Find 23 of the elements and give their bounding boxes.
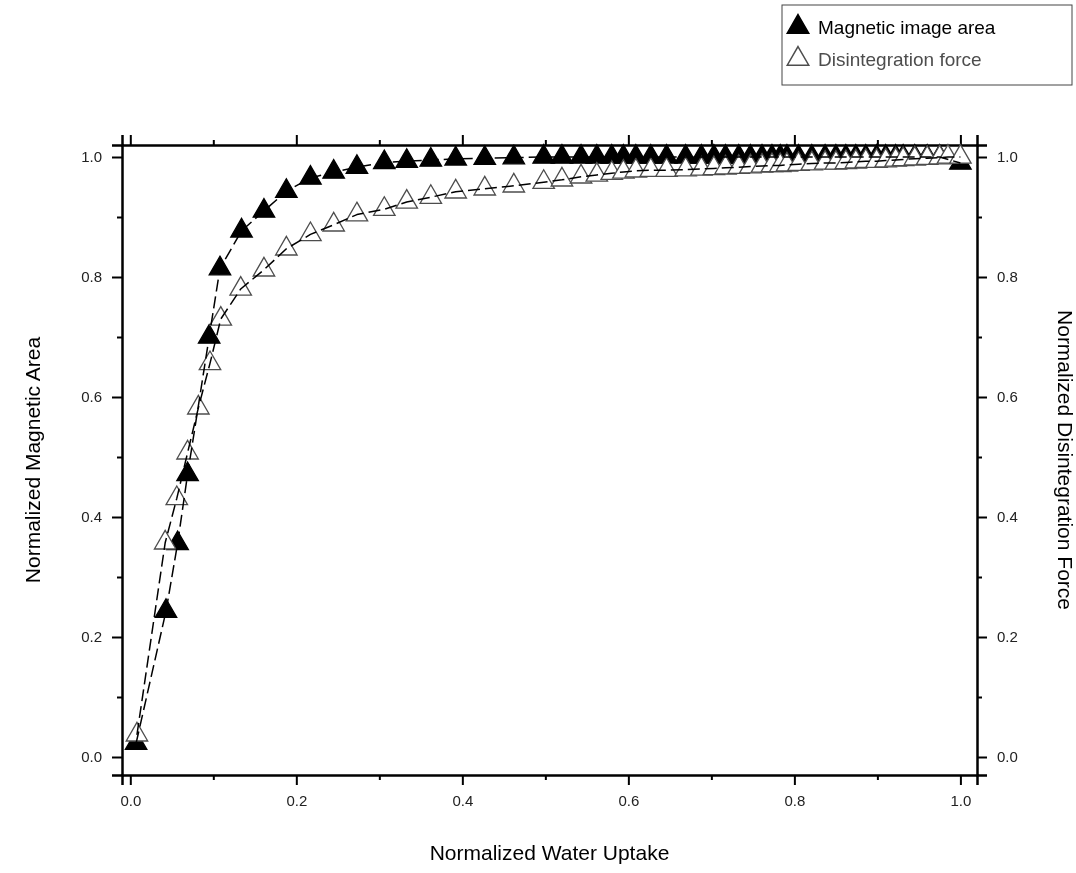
- y-tick-label: 0.0: [81, 748, 102, 766]
- y-axis-title: Normalized Magnetic Area: [21, 336, 44, 584]
- y2-tick-label: 0.0: [997, 748, 1018, 766]
- x-tick-label: 0.8: [784, 791, 806, 809]
- y-tick-label: 0.8: [81, 268, 102, 286]
- y-tick-label: 0.6: [81, 388, 102, 406]
- y2-tick-label: 0.4: [997, 508, 1018, 526]
- y2-tick-label: 1.0: [997, 148, 1018, 166]
- y-tick-label: 1.0: [81, 148, 102, 166]
- x-tick-label: 1.0: [950, 791, 972, 809]
- x-tick-label: 0.0: [120, 791, 142, 809]
- y-tick-label: 0.4: [81, 508, 102, 526]
- legend-label: Magnetic image area: [818, 17, 996, 38]
- x-tick-label: 0.2: [286, 791, 308, 809]
- y2-tick-label: 0.6: [997, 388, 1018, 406]
- x-axis-title: Normalized Water Uptake: [429, 841, 670, 864]
- x-tick-label: 0.4: [452, 791, 474, 809]
- y-tick-label: 0.2: [81, 628, 102, 646]
- legend-label: Disintegration force: [818, 49, 982, 70]
- y2-tick-label: 0.8: [997, 268, 1018, 286]
- y2-axis-title: Normalized Disintegration Force: [1054, 310, 1076, 610]
- y2-tick-label: 0.2: [997, 628, 1018, 646]
- x-tick-label: 0.6: [618, 791, 640, 809]
